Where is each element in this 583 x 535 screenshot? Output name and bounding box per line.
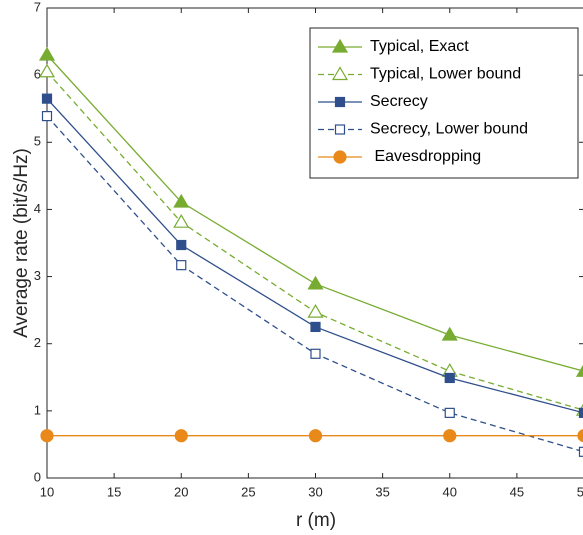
- marker: [38, 46, 56, 61]
- marker: [41, 110, 53, 122]
- marker: [577, 429, 583, 443]
- marker: [334, 96, 346, 108]
- marker: [307, 275, 324, 290]
- y-axis-label: Average rate (bit/s/Hz): [11, 148, 32, 338]
- legend-label: Secrecy, Lower bound: [370, 121, 528, 138]
- marker: [310, 348, 321, 359]
- marker: [334, 124, 346, 135]
- y-tick-label: 6: [34, 67, 41, 82]
- x-tick-label: 10: [40, 484, 54, 499]
- marker: [308, 429, 323, 443]
- marker: [173, 213, 190, 228]
- marker: [578, 446, 583, 457]
- x-tick-label: 50: [577, 484, 583, 499]
- marker: [310, 321, 321, 333]
- marker: [174, 429, 188, 443]
- marker: [575, 364, 583, 377]
- marker: [173, 193, 190, 208]
- legend-label: Typical, Lower bound: [370, 66, 521, 83]
- x-tick-label: 20: [174, 484, 188, 499]
- marker: [307, 303, 324, 318]
- legend-box: [309, 27, 579, 179]
- y-tick-label: 1: [34, 402, 41, 417]
- x-axis-label: r (m): [296, 510, 336, 531]
- marker: [333, 150, 347, 164]
- marker: [441, 326, 458, 341]
- x-tick-label: 40: [443, 484, 457, 499]
- x-tick-label: 30: [308, 484, 322, 499]
- y-tick-label: 0: [34, 469, 41, 484]
- y-tick-label: 3: [34, 268, 41, 283]
- x-tick-label: 45: [510, 484, 524, 499]
- marker: [444, 407, 455, 418]
- marker: [38, 63, 56, 78]
- x-tick-label: 15: [107, 484, 121, 499]
- marker: [578, 407, 583, 418]
- x-tick-label: 35: [375, 484, 389, 499]
- marker: [443, 429, 457, 443]
- y-tick-label: 4: [34, 201, 41, 216]
- marker: [176, 239, 187, 251]
- marker: [41, 93, 53, 104]
- y-tick-label: 2: [34, 335, 41, 350]
- marker: [331, 66, 349, 81]
- marker: [444, 372, 455, 384]
- x-tick-label: 25: [241, 484, 255, 499]
- legend-label: Eavesdropping: [370, 148, 481, 165]
- marker: [331, 38, 349, 53]
- legend-label: Secrecy: [370, 93, 428, 110]
- legend-label: Typical, Exact: [370, 38, 469, 55]
- marker: [176, 260, 187, 271]
- marker: [40, 429, 54, 443]
- y-tick-label: 7: [34, 0, 41, 14]
- y-tick-label: 5: [34, 134, 41, 149]
